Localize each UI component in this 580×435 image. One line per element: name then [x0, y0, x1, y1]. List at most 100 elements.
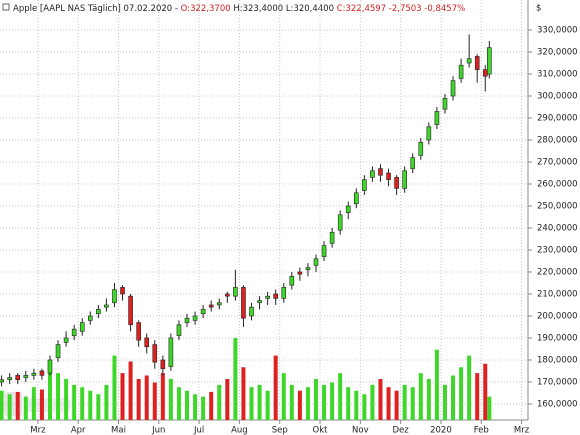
y-tick-label: 290,0000 [537, 114, 578, 124]
candle-body [442, 97, 448, 110]
x-tick-label: Nov [352, 426, 369, 435]
volume-bar [289, 384, 294, 420]
candle-body [241, 287, 246, 319]
volume-bar [434, 349, 439, 420]
volume-bar [402, 384, 407, 420]
volume-bar [201, 396, 206, 420]
volume-bar [217, 384, 222, 420]
x-tick-label: Jul [193, 426, 204, 435]
candle-body [434, 111, 440, 125]
title-open: O:322,3700 [181, 4, 231, 14]
volume-bar [451, 375, 456, 420]
candle-body [63, 337, 69, 343]
y-tick-label: 200,0000 [537, 311, 578, 321]
volume-bar [176, 387, 181, 420]
candle-body [458, 64, 464, 79]
candle-body [394, 177, 399, 189]
candle-body [7, 377, 12, 381]
candle-body [337, 214, 343, 231]
y-tick-label: 230,0000 [537, 245, 578, 255]
candle-body [152, 344, 158, 363]
candle-body [386, 172, 391, 180]
volume-bar [80, 387, 85, 420]
candle-body [128, 295, 133, 326]
volume-bar [144, 375, 149, 420]
volume-bar [281, 373, 286, 420]
y-tick-label: 300,0000 [537, 92, 578, 102]
volume-bar [160, 373, 165, 420]
candle-body [233, 287, 238, 297]
volume-bar [39, 389, 44, 420]
y-tick-label: 160,0000 [537, 399, 578, 409]
volume-bar [128, 361, 133, 420]
candle-body [305, 267, 311, 271]
y-tick-label: 320,0000 [537, 48, 578, 58]
x-tick-label: Jun [151, 426, 165, 435]
candle-body [249, 306, 254, 317]
volume-bar [442, 384, 447, 420]
candle-body [426, 126, 432, 141]
chart-icon [2, 3, 10, 11]
volume-bar [354, 390, 359, 420]
candle-body [47, 359, 53, 374]
x-tick-label: 2020 [430, 426, 452, 435]
candle-body [0, 379, 4, 383]
volume-bar [96, 394, 101, 420]
x-tick-label: Sep [272, 426, 288, 435]
candle-body [482, 69, 488, 77]
candle-body [466, 58, 472, 64]
x-tick-label: Aug [231, 426, 248, 435]
candle-body [96, 309, 101, 315]
y-tick-label: 310,0000 [537, 70, 578, 80]
volume-bar [257, 384, 262, 420]
candle-body [15, 375, 21, 381]
volume-bar [487, 396, 492, 420]
candle-body [257, 300, 262, 304]
candle-body [402, 170, 407, 189]
candle-body [265, 295, 270, 299]
volume-bar [426, 379, 431, 420]
y-unit: $ [536, 4, 541, 14]
volume-bar [483, 363, 488, 420]
candle-body [79, 322, 85, 332]
candle-body [410, 157, 416, 169]
candle-body [31, 372, 37, 376]
volume-bar [297, 390, 302, 420]
candle-body [184, 317, 190, 323]
y-tick-label: 280,0000 [537, 136, 578, 146]
x-tick-label: Feb [474, 426, 489, 435]
candle-body [297, 271, 303, 275]
y-tick-label: 330,0000 [537, 26, 578, 36]
volume-bar [378, 379, 383, 420]
volume-bar [418, 373, 423, 420]
candle-body [23, 375, 29, 378]
volume-bar [410, 387, 415, 420]
volume-bar [15, 391, 20, 420]
volume-bar [362, 394, 367, 420]
y-tick-label: 260,0000 [537, 179, 578, 189]
title-high-low: H:323,4000 L:320,4400 [233, 4, 334, 14]
candle-body [225, 293, 230, 297]
volume-bar [56, 373, 61, 420]
candle-body [273, 293, 278, 299]
x-tick-label: Mrz [514, 426, 530, 435]
title-name: Apple [AAPL NAS Täglich] 07.02.2020 - [13, 4, 178, 14]
x-tick-label: Dez [393, 426, 410, 435]
volume-bar [193, 394, 198, 420]
candle-body [144, 337, 150, 348]
volume-bar [273, 355, 278, 420]
volume-bar [313, 379, 318, 420]
volume-bar [305, 387, 310, 420]
candle-body [474, 56, 480, 70]
volume-bar [330, 382, 335, 420]
candle-body [55, 344, 61, 359]
x-tick-label: Mrz [30, 426, 46, 435]
candle-body [200, 309, 206, 315]
x-tick-label: Apr [71, 426, 86, 435]
x-tick-label: Mai [111, 426, 126, 435]
volume-bar [386, 387, 391, 420]
candle-body [353, 192, 359, 205]
volume-bar [168, 379, 173, 420]
volume-bar [322, 384, 327, 420]
x-tick-label: Okt [313, 426, 329, 435]
